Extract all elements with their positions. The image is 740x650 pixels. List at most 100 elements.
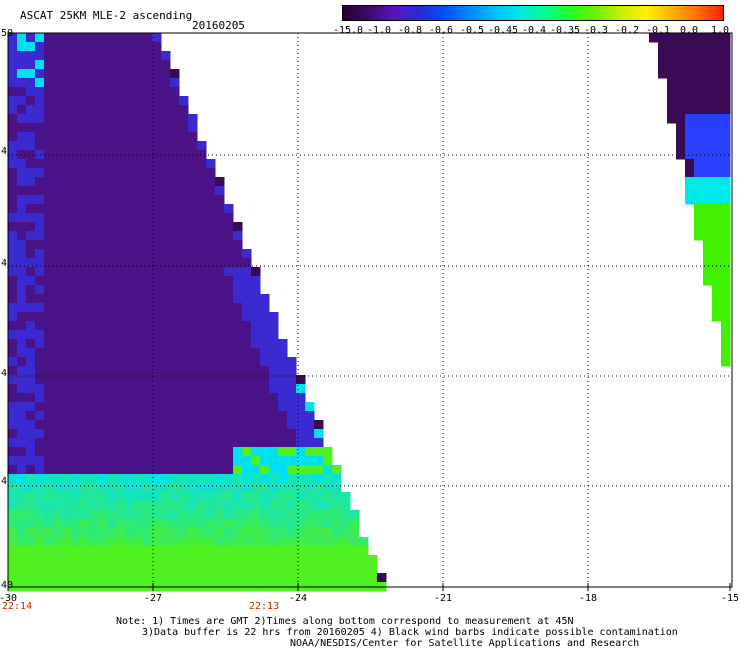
swath-cell [8,87,18,97]
swath-cell [44,222,54,232]
swath-cell [80,537,90,547]
swath-cell [260,321,270,331]
swath-cell [8,510,18,520]
swath-cell [278,474,288,484]
swath-cell [89,276,99,286]
swath-cell [233,240,243,250]
swath-cell [35,330,45,340]
swath-cell [26,33,36,43]
swath-cell [107,483,117,493]
swath-cell [35,312,45,322]
swath-cell [152,393,162,403]
swath-cell [125,258,135,268]
swath-cell [712,132,722,142]
swath-cell [62,528,72,538]
swath-cell [62,168,72,178]
swath-cell [62,159,72,169]
swath-cell [278,483,288,493]
swath-cell [179,204,189,214]
swath-cell [197,393,207,403]
swath-cell [143,393,153,403]
swath-cell [125,141,135,151]
swath-cell [107,213,117,223]
swath-cell [89,33,99,43]
swath-cell [89,564,99,574]
swath-cell [721,78,731,88]
swath-cell [296,384,306,394]
note-line-2: 3)Data buffer is 22 hrs from 20160205 4)… [142,627,678,638]
swath-cell [242,366,252,376]
swath-cell [62,519,72,529]
swath-cell [89,528,99,538]
swath-cell [260,483,270,493]
swath-cell [80,465,90,475]
swath-cell [341,501,351,511]
swath-cell [143,87,153,97]
swath-cell [71,195,81,205]
swath-cell [80,492,90,502]
swath-cell [224,375,234,385]
swath-cell [143,105,153,115]
swath-cell [17,429,27,439]
swath-cell [125,177,135,187]
swath-cell [107,78,117,88]
swath-cell [26,78,36,88]
swath-cell [8,33,18,43]
swath-cell [224,528,234,538]
swath-cell [8,195,18,205]
swath-cell [134,339,144,349]
swath-cell [89,150,99,160]
swath-cell [233,330,243,340]
swath-cell [712,312,722,322]
colorbar-label: -0.4 [521,25,547,36]
swath-cell [188,573,198,583]
swath-cell [341,537,351,547]
swath-cell [260,402,270,412]
swath-cell [170,537,180,547]
swath-cell [323,492,333,502]
swath-cell [152,141,162,151]
swath-cell [107,501,117,511]
swath-cell [676,51,686,61]
swath-cell [152,195,162,205]
swath-cell [260,384,270,394]
swath-cell [134,294,144,304]
swath-cell [703,60,713,70]
swath-cell [80,519,90,529]
swath-cell [179,123,189,133]
swath-cell [80,186,90,196]
swath-cell [125,411,135,421]
swath-cell [206,411,216,421]
swath-cell [107,276,117,286]
swath-cell [107,402,117,412]
swath-cell [721,321,731,331]
swath-cell [98,267,108,277]
swath-cell [89,501,99,511]
swath-cell [80,528,90,538]
swath-cell [53,393,63,403]
swath-cell [224,573,234,583]
swath-cell [197,537,207,547]
swath-cell [323,519,333,529]
swath-cell [17,501,27,511]
swath-cell [107,456,117,466]
swath-cell [188,537,198,547]
swath-cell [224,447,234,457]
swath-cell [161,528,171,538]
swath-cell [287,546,297,556]
swath-cell [179,402,189,412]
swath-cell [242,510,252,520]
swath-cell [269,474,279,484]
swath-cell [350,528,360,538]
swath-cell [71,384,81,394]
swath-cell [26,51,36,61]
swath-cell [71,546,81,556]
swath-cell [134,114,144,124]
swath-cell [35,240,45,250]
swath-cell [62,105,72,115]
swath-cell [179,312,189,322]
swath-cell [98,573,108,583]
swath-cell [188,384,198,394]
swath-cell [98,456,108,466]
swath-cell [71,33,81,43]
